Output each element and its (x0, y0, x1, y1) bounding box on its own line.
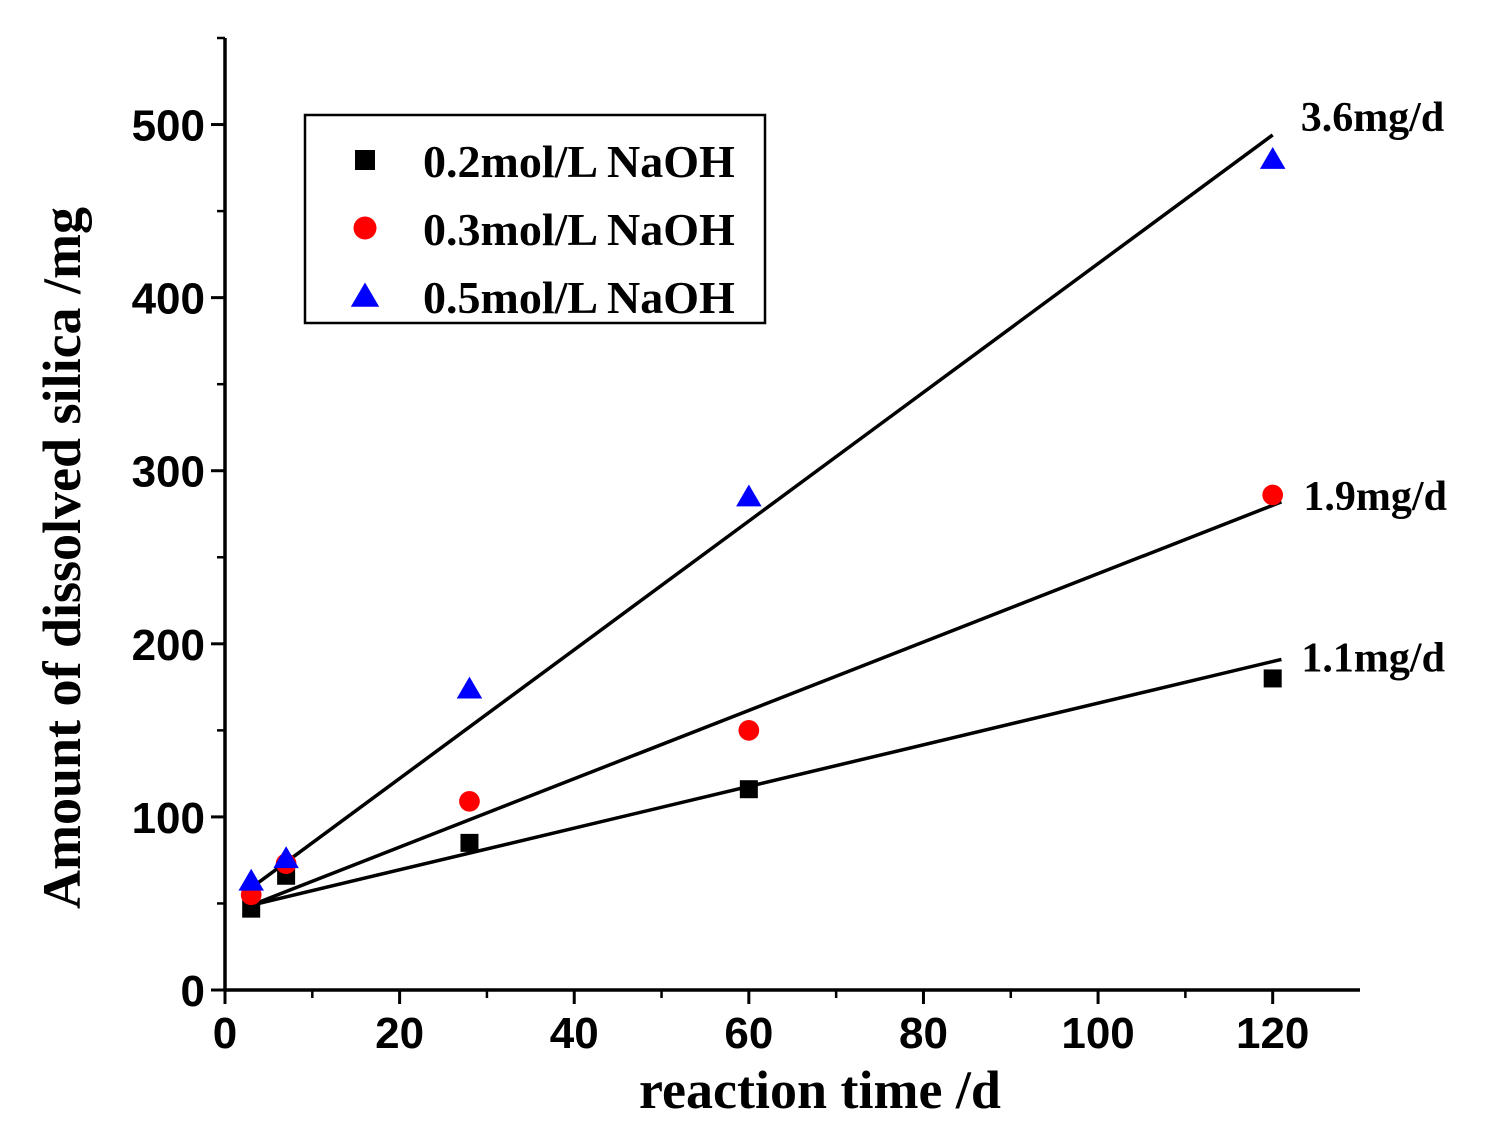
data-point (1263, 669, 1282, 688)
fit-line (250, 657, 1282, 907)
legend-marker (353, 216, 377, 240)
y-tick-label: 100 (132, 794, 205, 843)
legend-marker (350, 282, 380, 307)
legend-label: 0.2mol/L NaOH (423, 136, 735, 187)
y-tick-label: 0 (181, 967, 205, 1016)
fit-line (250, 500, 1283, 907)
legend: 0.2mol/L NaOH 0.3mol/L NaOH 0.5mol/L NaOH (303, 113, 767, 325)
data-point (242, 899, 261, 918)
data-point (238, 868, 264, 891)
x-tick-label: 20 (375, 1009, 424, 1058)
data-point (1262, 484, 1284, 506)
rate-label: 3.6mg/d (1301, 95, 1445, 141)
x-tick-label: 80 (899, 1009, 948, 1058)
y-tick-label: 200 (132, 621, 205, 670)
x-tick-label: 120 (1236, 1009, 1309, 1058)
data-point (1259, 147, 1286, 169)
y-tick-label: 300 (132, 448, 205, 497)
data-point (273, 846, 299, 869)
x-tick-label: 60 (724, 1009, 773, 1058)
data-point (738, 720, 760, 741)
legend-box (303, 113, 767, 325)
data-point (736, 484, 762, 507)
x-tick-label: 100 (1061, 1009, 1134, 1058)
rate-label: 1.1mg/d (1301, 635, 1445, 681)
y-tick-label: 500 (132, 102, 205, 151)
x-tick-label: 40 (550, 1009, 599, 1058)
x-tick-label: 0 (213, 1009, 237, 1058)
rate-labels: 1.1mg/d 1.9mg/d 3.6mg/d (1301, 95, 1447, 681)
axes: 0 20 40 60 80 100 120 0 100 200 300 400 500 (132, 36, 1360, 1058)
legend-label: 0.3mol/L NaOH (423, 204, 735, 255)
x-axis-title: reaction time /d (639, 1060, 1001, 1120)
legend-marker (355, 150, 375, 170)
data-point (459, 790, 480, 812)
data-point (739, 780, 758, 799)
y-axis-title: Amount of dissolved silica /mg (32, 207, 92, 909)
data-point (456, 676, 483, 699)
data-point (460, 833, 479, 852)
fit-line (250, 133, 1274, 890)
y-tick-label: 400 (132, 275, 205, 324)
fit-lines (250, 133, 1283, 907)
data-markers (238, 147, 1286, 918)
legend-label: 0.5mol/L NaOH (423, 272, 735, 323)
rate-label: 1.9mg/d (1303, 474, 1447, 520)
